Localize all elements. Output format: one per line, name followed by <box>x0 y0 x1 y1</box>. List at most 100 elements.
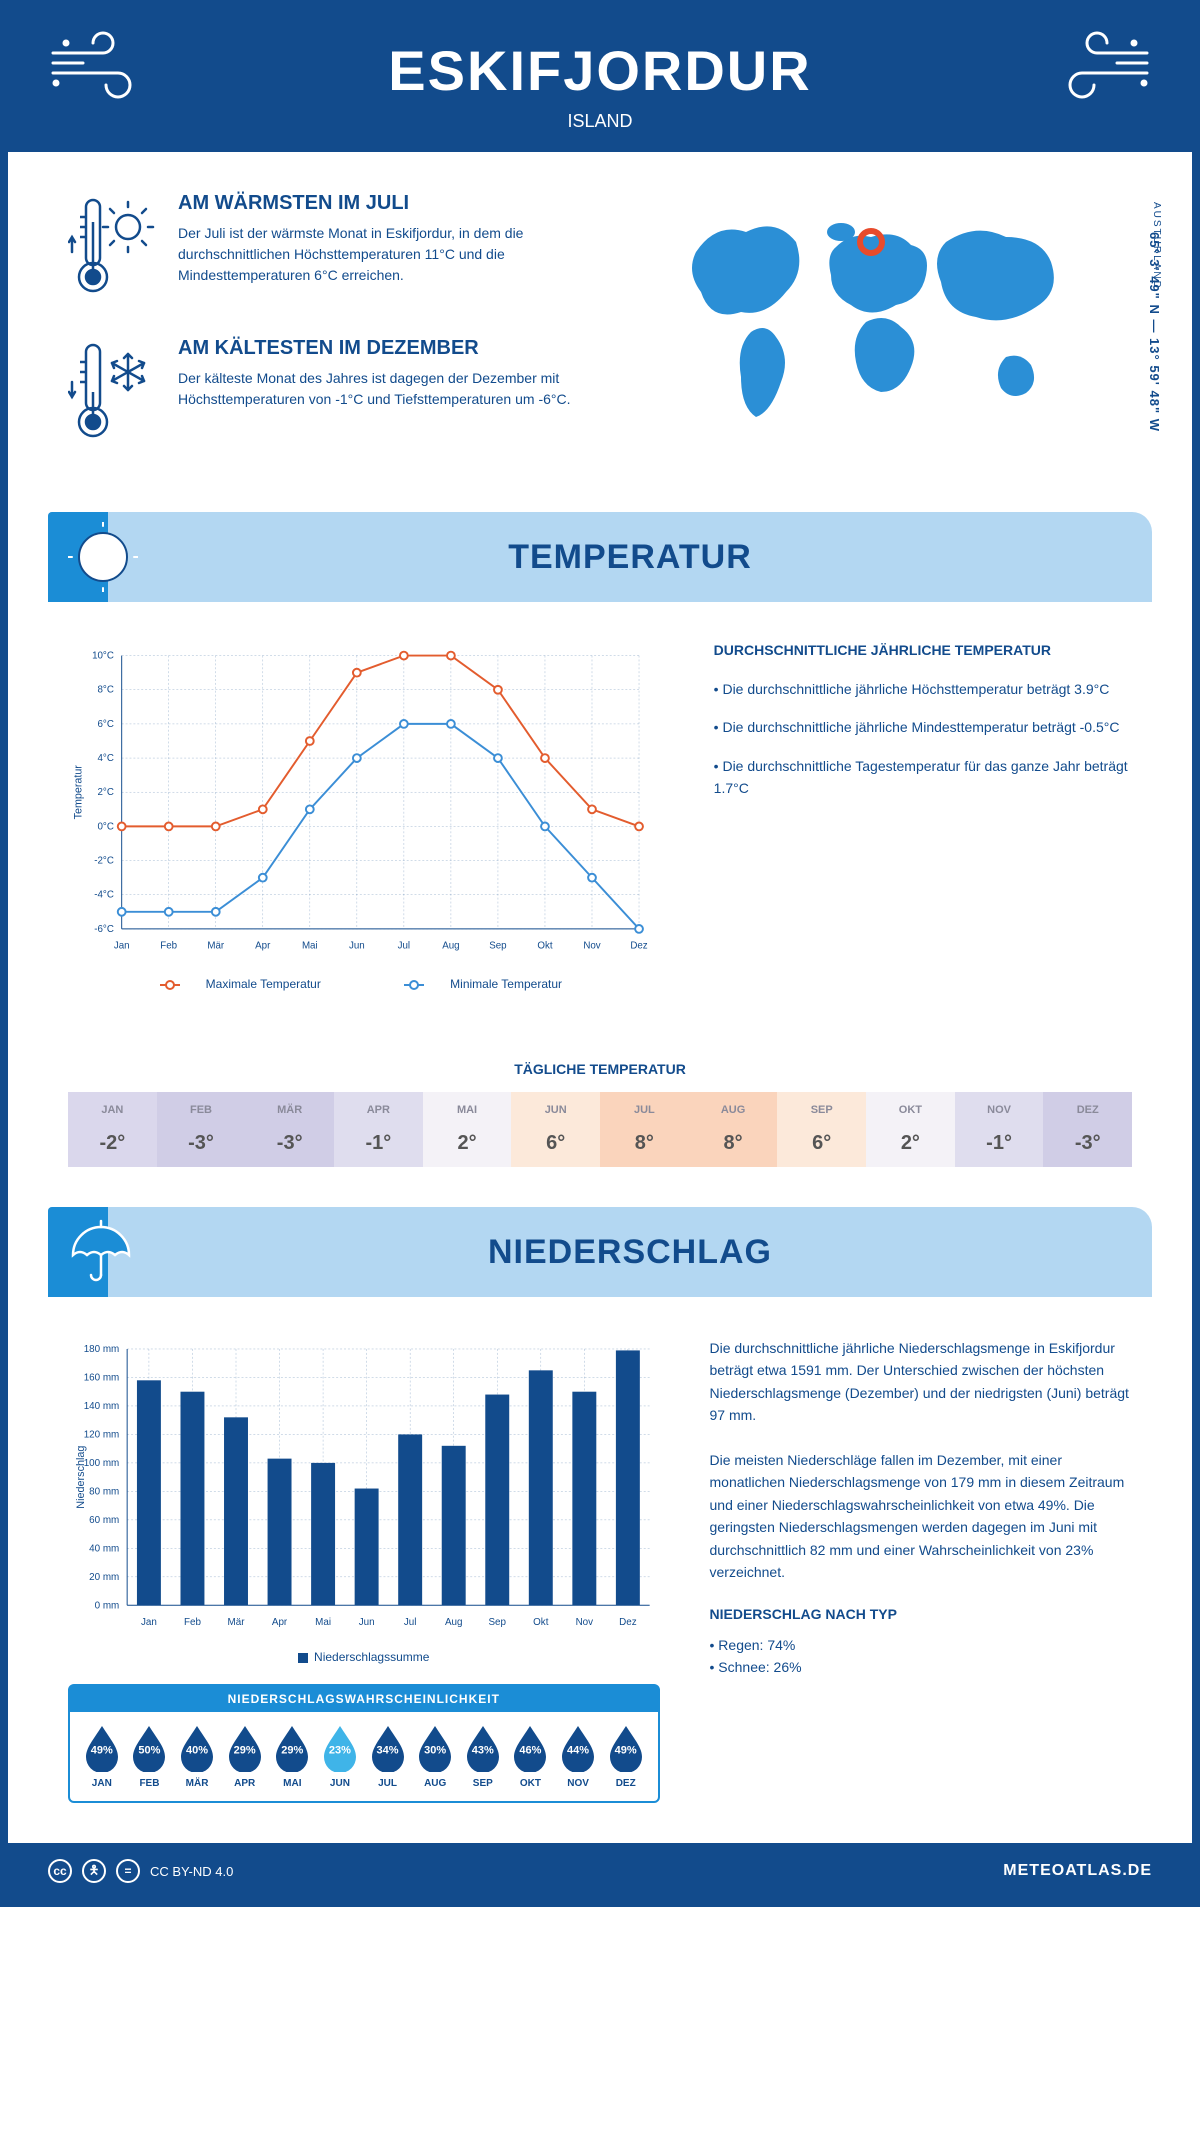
svg-text:Apr: Apr <box>255 940 271 951</box>
dt-month: MÄR <box>249 1104 330 1116</box>
svg-text:60 mm: 60 mm <box>89 1515 119 1526</box>
svg-text:Feb: Feb <box>184 1617 201 1628</box>
drop-percentage: 40% <box>186 1744 208 1756</box>
svg-text:10°C: 10°C <box>92 651 114 662</box>
drop-percentage: 44% <box>567 1744 589 1756</box>
dt-value: 2° <box>870 1132 951 1155</box>
daily-temp-cell: OKT2° <box>866 1092 955 1167</box>
drop-month: AUG <box>416 1778 454 1789</box>
probability-drop: 49% DEZ <box>607 1724 645 1789</box>
dt-month: JUN <box>515 1104 596 1116</box>
warmest-block: AM WÄRMSTEN IM JULI Der Juli ist der wär… <box>68 192 580 307</box>
svg-text:Apr: Apr <box>272 1617 288 1628</box>
probability-drop: 50% FEB <box>130 1724 168 1789</box>
precipitation-probability-box: NIEDERSCHLAGSWAHRSCHEINLICHKEIT 49% JAN … <box>68 1684 660 1803</box>
svg-text:Niederschlag: Niederschlag <box>75 1446 87 1509</box>
svg-text:8°C: 8°C <box>98 685 114 696</box>
svg-text:Nov: Nov <box>576 1617 594 1628</box>
legend-max-label: Maximale Temperatur <box>206 977 321 991</box>
precipitation-description: Die durchschnittliche jährliche Niedersc… <box>710 1337 1133 1803</box>
drop-month: SEP <box>464 1778 502 1789</box>
daily-temp-cell: DEZ -3° <box>1043 1092 1132 1167</box>
precipitation-left-column: 0 mm20 mm40 mm60 mm80 mm100 mm120 mm140 … <box>68 1337 660 1803</box>
page-subtitle: ISLAND <box>28 111 1172 132</box>
probability-drop: 46% OKT <box>511 1724 549 1789</box>
dt-month: APR <box>338 1104 419 1116</box>
drop-percentage: 46% <box>519 1744 541 1756</box>
drop-percentage: 29% <box>281 1744 303 1756</box>
world-map-icon <box>666 192 1086 432</box>
umbrella-icon <box>63 1217 133 1287</box>
drop-month: MAI <box>273 1778 311 1789</box>
svg-text:Dez: Dez <box>619 1617 637 1628</box>
probability-drop: 29% MAI <box>273 1724 311 1789</box>
temp-desc-title: DURCHSCHNITTLICHE JÄHRLICHE TEMPERATUR <box>714 642 1132 658</box>
daily-temp-cell: AUG8° <box>689 1092 778 1167</box>
probability-drop: 43% SEP <box>464 1724 502 1789</box>
daily-temp-cell: MÄR-3° <box>245 1092 334 1167</box>
temperature-legend: Maximale Temperatur Minimale Temperatur <box>68 977 654 991</box>
precipitation-banner: NIEDERSCHLAG <box>48 1207 1152 1297</box>
dt-month: DEZ <box>1047 1104 1128 1116</box>
header-banner: ESKIFJORDUR ISLAND <box>8 8 1192 152</box>
dt-value: -1° <box>338 1132 419 1155</box>
warmest-title: AM WÄRMSTEN IM JULI <box>178 192 580 215</box>
precipitation-bar-chart: 0 mm20 mm40 mm60 mm80 mm100 mm120 mm140 … <box>68 1337 660 1637</box>
thermometer-snow-icon <box>68 337 158 452</box>
precipitation-section-title: NIEDERSCHLAG <box>488 1233 772 1272</box>
by-icon: 🯅 <box>82 1859 106 1883</box>
wind-icon-left <box>48 28 158 108</box>
page-title: ESKIFJORDUR <box>28 38 1172 103</box>
svg-text:120 mm: 120 mm <box>84 1429 120 1440</box>
probability-drop: 30% AUG <box>416 1724 454 1789</box>
legend-min-label: Minimale Temperatur <box>450 977 562 991</box>
precip-legend-label: Niederschlagssumme <box>314 1650 429 1664</box>
dt-month: AUG <box>693 1104 774 1116</box>
svg-text:Mai: Mai <box>315 1617 331 1628</box>
drop-percentage: 23% <box>329 1744 351 1756</box>
prob-box-title: NIEDERSCHLAGSWAHRSCHEINLICHKEIT <box>70 1686 658 1712</box>
dt-value: 6° <box>781 1132 862 1155</box>
drop-month: FEB <box>130 1778 168 1789</box>
probability-drop: 29% APR <box>226 1724 264 1789</box>
svg-text:Sep: Sep <box>489 940 507 951</box>
svg-text:Feb: Feb <box>160 940 177 951</box>
precip-bytype-2: • Schnee: 26% <box>710 1656 1133 1678</box>
precip-para-2: Die meisten Niederschläge fallen im Deze… <box>710 1449 1133 1583</box>
svg-text:Mär: Mär <box>228 1617 246 1628</box>
daily-temp-cell: JAN -2° <box>68 1092 157 1167</box>
drop-percentage: 29% <box>234 1744 256 1756</box>
daily-temp-cell: JUN6° <box>511 1092 600 1167</box>
svg-text:-2°C: -2°C <box>94 855 114 866</box>
map-column: AUSTURLAND 65° 3' 49" N — 13° 59' 48" W <box>620 192 1132 482</box>
dt-month: SEP <box>781 1104 862 1116</box>
drop-percentage: 30% <box>424 1744 446 1756</box>
dt-month: JAN <box>72 1104 153 1116</box>
drop-percentage: 49% <box>615 1744 637 1756</box>
dt-value: -2° <box>72 1132 153 1155</box>
drop-month: APR <box>226 1778 264 1789</box>
precipitation-section: 0 mm20 mm40 mm60 mm80 mm100 mm120 mm140 … <box>8 1297 1192 1843</box>
svg-text:160 mm: 160 mm <box>84 1372 120 1383</box>
daily-temp-title: TÄGLICHE TEMPERATUR <box>8 1061 1192 1077</box>
svg-text:Jun: Jun <box>359 1617 375 1628</box>
drop-percentage: 43% <box>472 1744 494 1756</box>
probability-drop: 44% NOV <box>559 1724 597 1789</box>
dt-value: -3° <box>1047 1132 1128 1155</box>
probability-drop: 40% MÄR <box>178 1724 216 1789</box>
svg-text:80 mm: 80 mm <box>89 1486 119 1497</box>
drop-month: OKT <box>511 1778 549 1789</box>
dt-value: 8° <box>604 1132 685 1155</box>
temp-bullet-1: • Die durchschnittliche jährliche Höchst… <box>714 678 1132 700</box>
probability-drop: 49% JAN <box>83 1724 121 1789</box>
daily-temp-cell: FEB-3° <box>157 1092 246 1167</box>
precipitation-legend: Niederschlagssumme <box>68 1650 660 1664</box>
drop-percentage: 49% <box>91 1744 113 1756</box>
svg-text:0 mm: 0 mm <box>95 1600 120 1611</box>
svg-text:Okt: Okt <box>537 940 552 951</box>
probability-drops-row: 49% JAN 50% FEB 40% MÄR 29% APR 29% MAI … <box>70 1712 658 1789</box>
probability-drop: 23% JUN <box>321 1724 359 1789</box>
drop-percentage: 34% <box>377 1744 399 1756</box>
coordinates-label: 65° 3' 49" N — 13° 59' 48" W <box>1147 232 1162 432</box>
temperature-description: DURCHSCHNITTLICHE JÄHRLICHE TEMPERATUR •… <box>714 642 1132 991</box>
